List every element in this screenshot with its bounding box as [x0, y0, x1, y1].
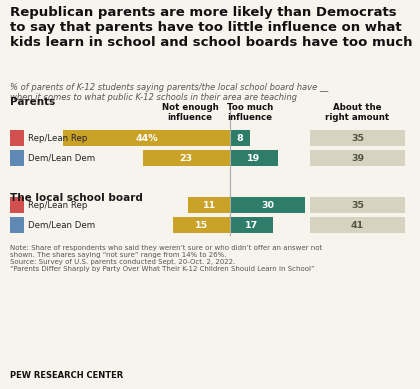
Text: 35: 35	[351, 133, 364, 142]
Text: 17: 17	[244, 221, 258, 230]
Bar	[188, 197, 230, 213]
Text: PEW RESEARCH CENTER: PEW RESEARCH CENTER	[10, 371, 123, 380]
Bar	[310, 217, 405, 233]
Bar	[230, 130, 250, 146]
Text: The local school board: The local school board	[10, 193, 143, 203]
Bar	[310, 150, 405, 166]
Text: 15: 15	[195, 221, 208, 230]
Bar	[10, 130, 24, 146]
Text: Too much
influence: Too much influence	[227, 103, 273, 123]
Text: 30: 30	[261, 200, 274, 210]
Text: Parents: Parents	[10, 97, 55, 107]
Text: 23: 23	[180, 154, 193, 163]
Text: Dem/Lean Dem: Dem/Lean Dem	[28, 221, 95, 230]
Bar	[230, 150, 278, 166]
Text: Not enough
influence: Not enough influence	[162, 103, 218, 123]
Text: Dem/Lean Dem: Dem/Lean Dem	[28, 154, 95, 163]
Text: 11: 11	[202, 200, 216, 210]
Bar	[230, 217, 273, 233]
Bar	[10, 150, 24, 166]
Bar	[310, 130, 405, 146]
Text: 41: 41	[351, 221, 364, 230]
Bar	[173, 217, 230, 233]
Text: 8: 8	[236, 133, 243, 142]
Text: Note: Share of respondents who said they weren’t sure or who didn’t offer an ans: Note: Share of respondents who said they…	[10, 245, 322, 272]
Bar	[10, 217, 24, 233]
Bar	[230, 197, 305, 213]
Text: 44%: 44%	[135, 133, 158, 142]
Text: Rep/Lean Rep: Rep/Lean Rep	[28, 200, 87, 210]
Text: About the
right amount: About the right amount	[326, 103, 390, 123]
Text: % of parents of K-12 students saying parents/the local school board have __
when: % of parents of K-12 students saying par…	[10, 83, 328, 102]
Bar	[63, 130, 230, 146]
Bar	[310, 197, 405, 213]
Text: 35: 35	[351, 200, 364, 210]
Bar	[143, 150, 230, 166]
Text: 39: 39	[351, 154, 364, 163]
Text: 19: 19	[247, 154, 260, 163]
Text: Republican parents are more likely than Democrats
to say that parents have too l: Republican parents are more likely than …	[10, 6, 412, 49]
Text: Rep/Lean Rep: Rep/Lean Rep	[28, 133, 87, 142]
Bar	[10, 197, 24, 213]
